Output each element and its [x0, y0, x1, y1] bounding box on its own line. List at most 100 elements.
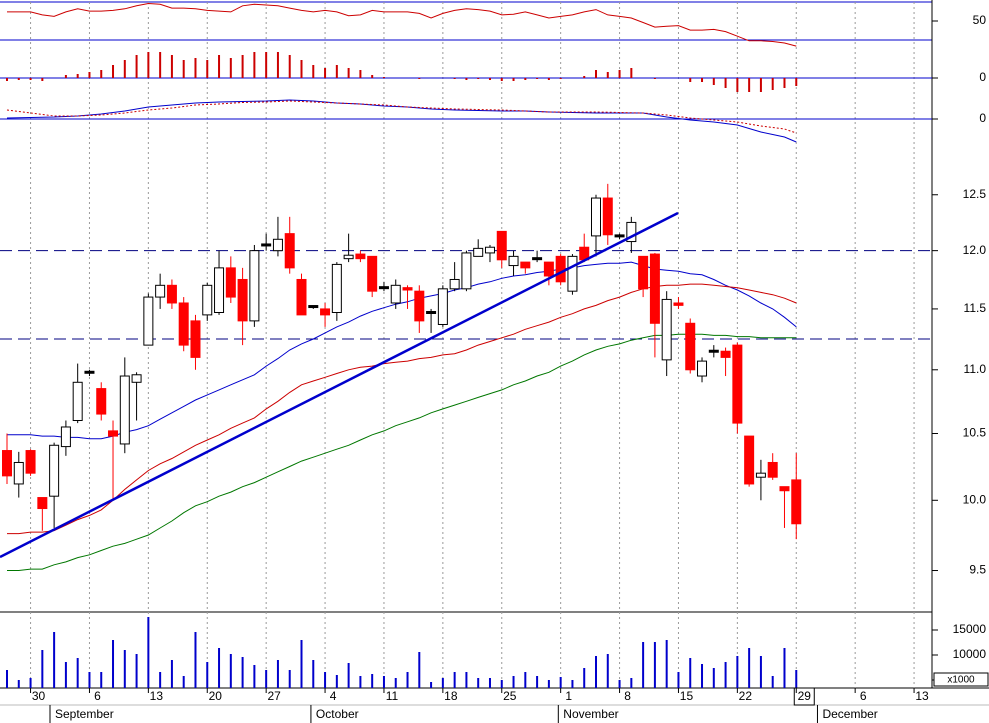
bar: [382, 77, 385, 78]
bar: [123, 60, 126, 78]
unit-label: x1000: [947, 675, 975, 686]
x-tick-label: 13: [150, 689, 164, 703]
candle-body: [649, 253, 660, 324]
bar: [795, 670, 798, 688]
unit-box: [933, 672, 989, 687]
candle-body: [484, 246, 495, 254]
bar: [665, 640, 668, 688]
trend-line: [0, 211, 679, 559]
bar: [618, 680, 621, 688]
candle-body: [426, 310, 437, 314]
month-label: December: [822, 707, 877, 721]
bar: [524, 672, 527, 688]
candle-body: [744, 435, 755, 485]
bar: [783, 78, 786, 88]
candle-body: [661, 298, 672, 361]
bar: [689, 658, 692, 688]
bar: [17, 680, 20, 688]
x-tick-label: 4: [330, 689, 337, 703]
bar: [771, 676, 774, 688]
x-tick-label: 30: [32, 689, 46, 703]
y-tick-label: 11.5: [964, 301, 987, 315]
candle-body: [49, 444, 60, 497]
bar: [477, 678, 480, 688]
x-tick-label: 6: [860, 689, 867, 703]
candle-body: [284, 233, 295, 269]
candle-body: [143, 296, 154, 346]
series-line: [7, 283, 797, 535]
bar: [724, 662, 727, 688]
bar: [182, 60, 185, 78]
bar: [229, 654, 232, 688]
candle-body: [96, 388, 107, 415]
candle-body: [214, 267, 225, 313]
month-label: November: [563, 707, 618, 721]
bar: [123, 650, 126, 688]
y-tick-label: 0: [979, 70, 986, 84]
series-line: [7, 261, 797, 440]
bar: [135, 654, 138, 688]
x-tick-label: 27: [267, 689, 281, 703]
candle-body: [272, 238, 283, 252]
bar: [547, 680, 550, 688]
series-line: [6, 99, 797, 143]
bar: [465, 672, 468, 688]
bar: [583, 76, 586, 78]
candle-body: [249, 250, 260, 322]
bar: [571, 680, 574, 688]
bar: [630, 68, 633, 78]
bar: [394, 678, 397, 688]
bar: [76, 74, 79, 78]
y-tick-label: 10000: [953, 647, 987, 661]
bar: [759, 656, 762, 688]
bar: [335, 65, 338, 78]
bar: [606, 654, 609, 688]
bar: [382, 676, 385, 688]
bar: [206, 662, 209, 688]
bar: [312, 65, 315, 78]
bar: [170, 55, 173, 78]
bar: [6, 670, 8, 688]
bar: [29, 678, 32, 688]
bar: [64, 662, 67, 688]
candle-body: [779, 486, 790, 492]
bar: [418, 78, 421, 79]
candle-body: [190, 320, 201, 358]
bar: [159, 52, 162, 78]
bar: [41, 650, 44, 688]
bar: [147, 617, 150, 688]
candle-body: [225, 267, 236, 298]
bar: [512, 676, 515, 688]
bar: [159, 672, 162, 688]
y-tick-label: 15000: [953, 622, 987, 636]
bar: [712, 78, 715, 85]
bar: [276, 52, 279, 78]
candle-body: [37, 497, 48, 510]
bar: [642, 642, 645, 688]
bar: [512, 78, 515, 81]
y-tick-label: 50: [973, 13, 987, 27]
bar: [689, 78, 692, 82]
bar: [194, 632, 197, 688]
month-label: October: [316, 707, 359, 721]
bar: [783, 648, 786, 688]
bar: [500, 78, 503, 81]
candle-body: [461, 252, 472, 290]
candle-body: [520, 261, 531, 269]
candle-body: [320, 308, 331, 316]
bar: [64, 75, 67, 78]
month-label: September: [55, 707, 114, 721]
candle-body: [84, 370, 95, 374]
bar: [347, 68, 350, 78]
bar: [371, 75, 374, 78]
x-tick-label: 20: [209, 689, 223, 703]
bar: [701, 664, 704, 688]
candle-body: [767, 461, 778, 478]
bar: [6, 78, 8, 81]
candle-body: [178, 302, 189, 346]
bar: [547, 78, 550, 80]
bar: [100, 70, 103, 78]
candle-body: [543, 261, 554, 277]
bar: [595, 656, 597, 688]
bar: [41, 78, 44, 81]
